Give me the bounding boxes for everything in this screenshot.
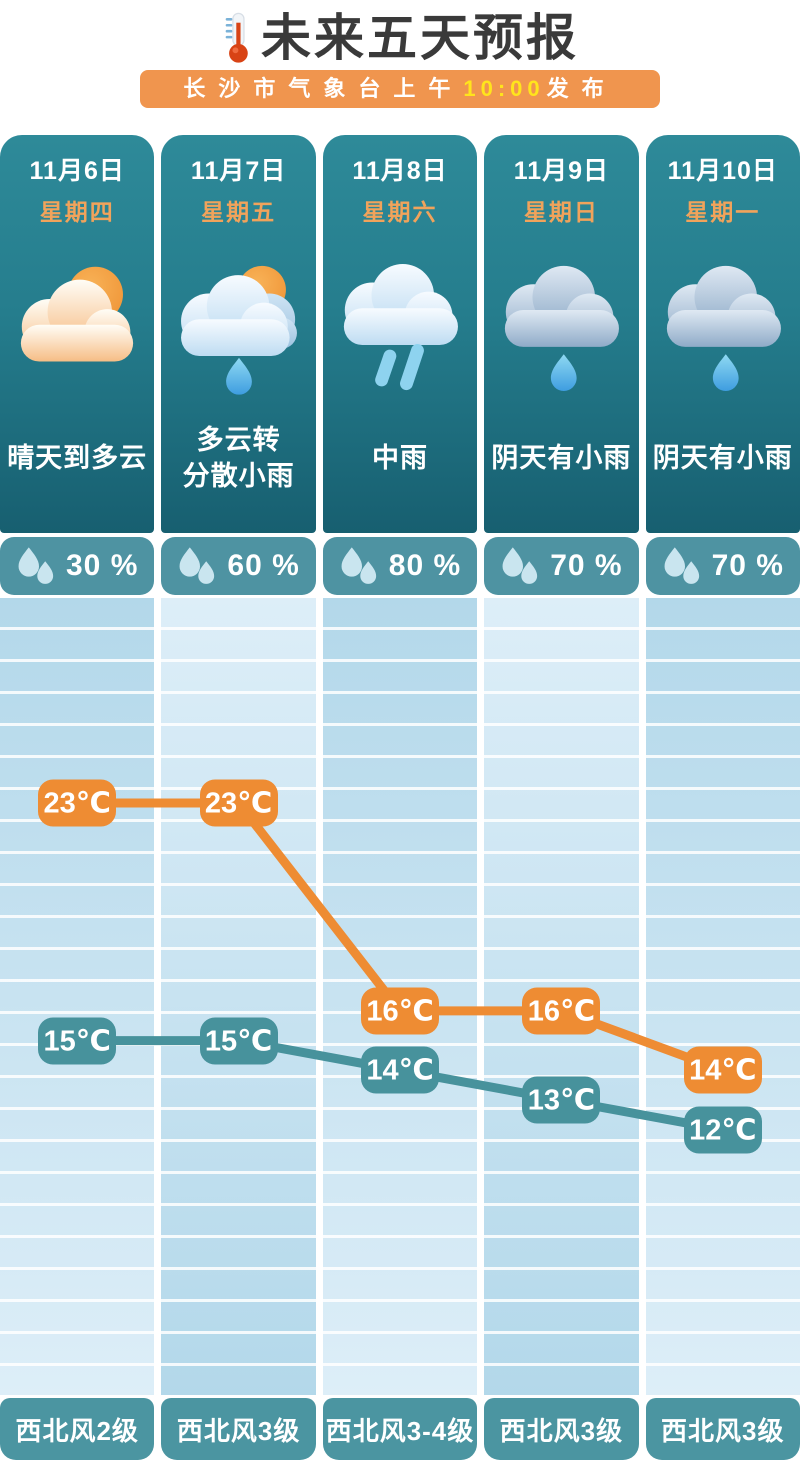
cloud-drop-icon (646, 227, 800, 417)
precipitation-value: 70 % (550, 549, 623, 582)
cloud-rain-icon (323, 227, 477, 417)
low_temp-label: 12℃ (683, 1106, 762, 1154)
raindrops-icon (502, 547, 538, 584)
cloud-sun-drop-icon (161, 227, 315, 417)
precipitation-value: 30 % (66, 549, 139, 582)
low_temp-label: 13℃ (522, 1076, 601, 1124)
day-card: 11月7日 星期五 多云转 分散小雨 (161, 135, 316, 533)
day-date: 11月6日 (29, 157, 125, 185)
chart-background (0, 598, 800, 1395)
low_temp-label: 14℃ (361, 1046, 439, 1094)
day-weekday: 星期日 (523, 199, 599, 225)
chart-column-stripe (161, 598, 317, 1395)
temperature-chart: 23℃ 23℃ 16℃ 16℃ 14℃ 15℃ 15℃ 14℃ 13℃ 12℃ (0, 598, 800, 1395)
precipitation-value: 60 % (227, 549, 300, 582)
raindrops-icon (179, 547, 215, 584)
precipitation-badge: 80 % (322, 537, 478, 595)
chart-column-stripe (645, 598, 800, 1395)
wind-row: 西北风2级 西北风3级 西北风3-4级 西北风3级 西北风3级 (0, 1398, 800, 1460)
wind-badge: 西北风2级 (0, 1398, 155, 1460)
wind-badge: 西北风3级 (161, 1398, 316, 1460)
chart-column-stripe (0, 598, 155, 1395)
day-card: 11月8日 星期六 中雨 (322, 135, 478, 533)
high_temp-label: 16℃ (522, 987, 601, 1035)
day-weekday: 星期一 (685, 199, 761, 225)
precipitation-value: 80 % (388, 549, 462, 582)
sun-cloud-icon (0, 227, 154, 417)
day-date: 11月7日 (190, 157, 287, 185)
page-title: 未来五天预报 (261, 10, 579, 66)
raindrops-icon (18, 547, 54, 584)
cloud-drop-icon (484, 227, 638, 417)
thermometer-icon (225, 12, 248, 63)
day-column: 11月9日 星期日 阴天有小雨 70 % (484, 135, 639, 595)
precipitation-value: 70 % (711, 549, 784, 582)
raindrops-icon (664, 547, 699, 584)
weather-condition: 晴天到多云 (7, 442, 148, 473)
day-date: 11月8日 (352, 157, 448, 185)
high_temp-label: 14℃ (683, 1046, 762, 1094)
precipitation-badge: 60 % (161, 537, 316, 595)
high_temp-label: 23℃ (38, 779, 117, 827)
day-weekday: 星期五 (201, 199, 277, 225)
weather-condition: 阴天有小雨 (491, 442, 632, 473)
day-date: 11月9日 (513, 157, 610, 185)
day-column: 11月6日 星期四 晴天到多云 30 % (0, 135, 155, 595)
chart-column-stripe (322, 598, 478, 1395)
wind-badge: 西北风3级 (484, 1398, 639, 1460)
precipitation-badge: 70 % (484, 537, 639, 595)
high_temp-label: 23℃ (199, 779, 278, 827)
high_temp-label: 16℃ (361, 987, 439, 1035)
day-column: 11月10日 星期一 阴天有小雨 70 % (645, 135, 800, 595)
weather-condition: 中雨 (371, 442, 428, 473)
banner-time: 10:00 (463, 76, 545, 101)
precipitation-badge: 30 % (0, 537, 155, 595)
issuer-banner: 长沙市气象台上午 10:00 发布 (140, 70, 660, 108)
precipitation-badge: 70 % (645, 537, 800, 595)
wind-badge: 西北风3-4级 (322, 1398, 478, 1460)
day-card: 11月9日 星期日 阴天有小雨 (484, 135, 639, 533)
day-column: 11月7日 星期五 多云转 分散小雨 60 % (161, 135, 316, 595)
day-card: 11月10日 星期一 阴天有小雨 (645, 135, 800, 533)
day-weekday: 星期六 (362, 199, 438, 225)
day-weekday: 星期四 (39, 199, 115, 225)
banner-prefix: 长沙市气象台上午 (183, 76, 464, 101)
raindrops-icon (341, 547, 376, 584)
weather-condition: 多云转 分散小雨 (182, 424, 295, 491)
wind-badge: 西北风3级 (645, 1398, 800, 1460)
day-date: 11月10日 (667, 157, 778, 185)
day-card: 11月6日 星期四 晴天到多云 (0, 135, 155, 533)
header: 未来五天预报 (0, 0, 800, 66)
low_temp-label: 15℃ (199, 1017, 278, 1065)
day-column: 11月8日 星期六 中雨 80 % (322, 135, 478, 595)
banner-suffix: 发布 (546, 76, 617, 101)
low_temp-label: 15℃ (38, 1017, 117, 1065)
weather-condition: 阴天有小雨 (652, 442, 793, 473)
day-columns: 11月6日 星期四 晴天到多云 30 % 11月7日 星期五 多云转 分散小雨 (0, 135, 800, 595)
